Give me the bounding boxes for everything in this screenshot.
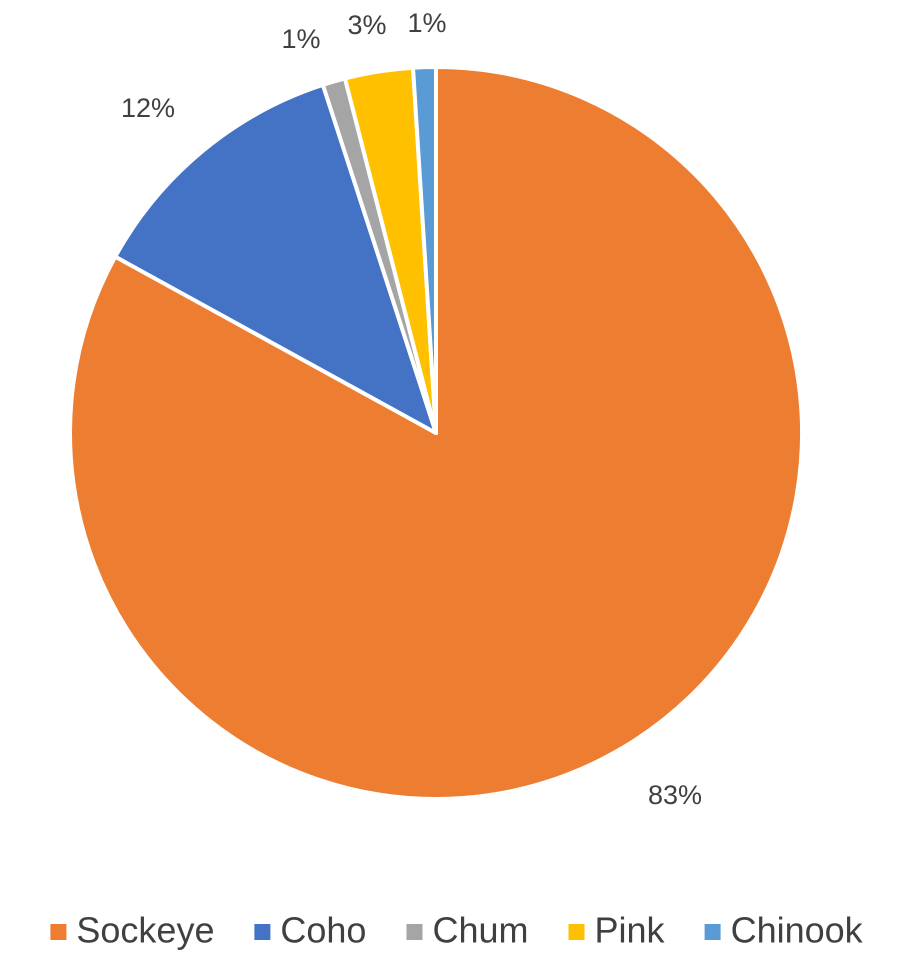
- data-label-coho: 12%: [121, 93, 175, 123]
- legend-item-coho: Coho: [254, 910, 366, 951]
- legend-item-chum: Chum: [407, 910, 529, 951]
- data-label-chinook: 1%: [407, 8, 446, 38]
- data-label-pink: 3%: [347, 10, 386, 40]
- legend-swatch-coho: [254, 924, 270, 940]
- legend-label-chum: Chum: [433, 910, 529, 951]
- legend-label-sockeye: Sockeye: [76, 910, 214, 951]
- data-label-chum: 1%: [281, 24, 320, 54]
- legend-swatch-chum: [407, 924, 423, 940]
- legend: Sockeye Coho Chum Pink Chinook: [50, 910, 863, 951]
- legend-item-pink: Pink: [569, 910, 666, 951]
- legend-label-coho: Coho: [280, 910, 366, 951]
- legend-label-chinook: Chinook: [731, 910, 864, 951]
- legend-item-chinook: Chinook: [705, 910, 864, 951]
- pie-slices: [70, 67, 802, 799]
- legend-item-sockeye: Sockeye: [50, 910, 214, 951]
- legend-label-pink: Pink: [595, 910, 666, 951]
- legend-swatch-sockeye: [50, 924, 66, 940]
- legend-swatch-pink: [569, 924, 585, 940]
- data-label-sockeye: 83%: [648, 780, 702, 810]
- legend-swatch-chinook: [705, 924, 721, 940]
